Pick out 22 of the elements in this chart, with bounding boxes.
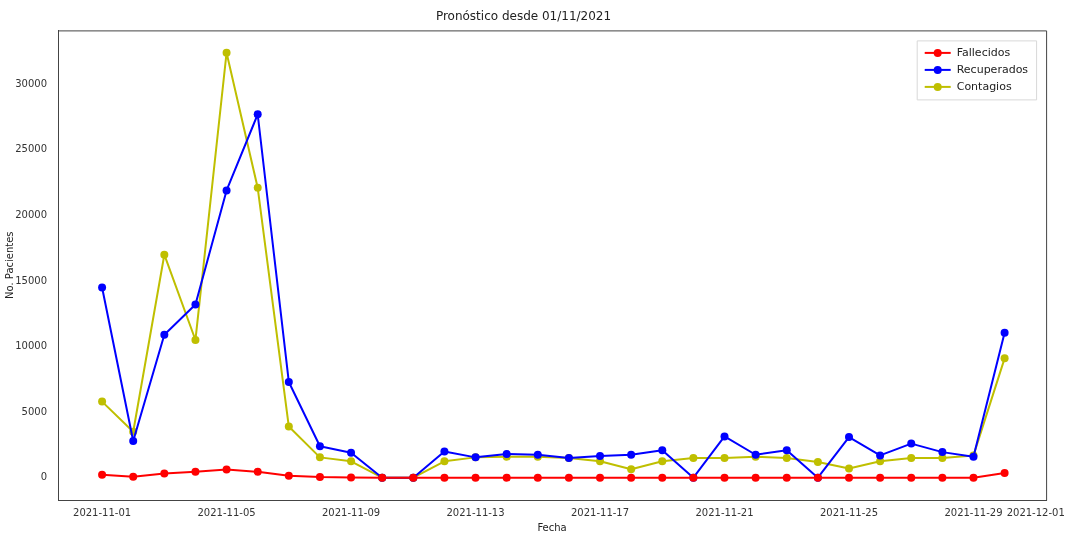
- x-tick-label: 2021-11-25: [819, 506, 879, 518]
- x-tick-label: 2021-12-01: [1006, 506, 1065, 518]
- y-tick-label: 5000: [21, 405, 47, 417]
- legend-label: Recuperados: [956, 62, 1029, 76]
- y-tick-label: 15000: [15, 274, 47, 286]
- x-tick-label: 2021-11-29: [944, 506, 1003, 518]
- legend-label: Fallecidos: [956, 45, 1011, 59]
- x-tick-label: 2021-11-13: [446, 506, 505, 518]
- x-tick-label: 2021-11-09: [321, 506, 381, 518]
- y-axis-title: No. Pacientes: [3, 231, 15, 299]
- legend-label: Contagios: [956, 79, 1012, 93]
- y-tick-label: 20000: [15, 208, 47, 220]
- x-tick-label: 2021-11-21: [695, 506, 754, 518]
- x-axis-title: Fecha: [537, 521, 567, 533]
- y-tick-label: 30000: [15, 77, 47, 89]
- chart-title: Pronóstico desde 01/11/2021: [435, 9, 612, 24]
- x-tick-label: 2021-11-01: [73, 506, 132, 518]
- y-tick-label: 0: [40, 471, 47, 483]
- y-tick-label: 10000: [15, 340, 47, 352]
- x-tick-label: 2021-11-17: [570, 506, 630, 518]
- y-tick-label: 25000: [15, 143, 47, 155]
- x-tick-label: 2021-11-05: [197, 506, 256, 518]
